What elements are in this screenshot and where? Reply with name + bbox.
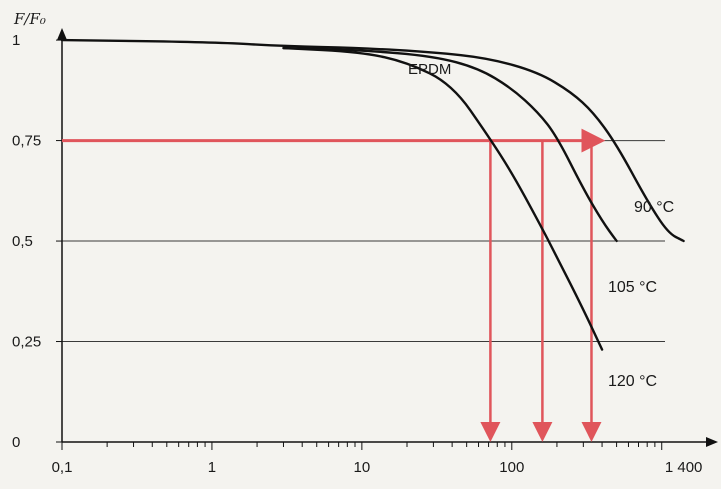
x-tick-label: 10 [354,459,371,476]
series-label-105: 105 °C [608,279,657,296]
chart-title: EPDM [408,61,451,78]
x-axis-arrow [706,437,718,447]
y-tick-label: 0,5 [12,233,33,250]
y-tick-label: 0 [12,434,20,451]
x-tick-label: 100 [499,459,524,476]
y-tick-label: 1 [12,32,20,49]
axes-group [57,28,718,447]
y-axis-label: F/F₀ [13,10,46,28]
y-ticks-group: 0 0,25 0,5 0,75 1 [12,32,62,451]
x-tick-label: 0,1 [52,459,73,476]
y-tick-label: 0,75 [12,133,41,150]
y-axis-arrow [57,28,67,40]
x-ticks-group: 0,1 1 10 100 1 400 [52,442,703,476]
y-tick-label: 0,25 [12,334,41,351]
series-line-2 [282,46,604,351]
series-group [60,38,685,351]
x-tick-label: 1 [208,459,216,476]
threshold-group [62,128,606,442]
series-line-1 [282,46,618,243]
series-label-120: 120 °C [608,373,657,390]
series-line-0 [60,38,685,243]
series-label-90: 90 °C [634,199,674,216]
x-tick-label: 1 400 [665,459,703,476]
